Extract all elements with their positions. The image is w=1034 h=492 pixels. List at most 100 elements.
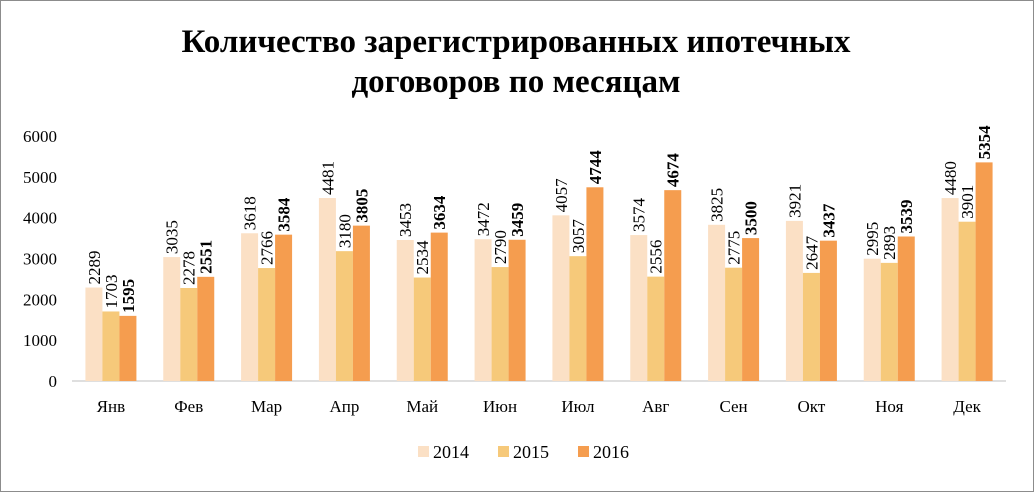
bar-2014 xyxy=(863,258,881,381)
chart-title-line-1: Количество зарегистрированных ипотечных xyxy=(181,24,851,60)
data-label-2015: 2766 xyxy=(258,231,277,265)
data-label-2016: 4744 xyxy=(586,150,605,185)
data-label-2014: 3618 xyxy=(241,196,260,230)
data-label-2014: 3453 xyxy=(396,203,415,237)
data-label-2016: 3584 xyxy=(275,197,294,232)
y-tick-label: 1000 xyxy=(23,331,57,350)
data-label-2014: 4057 xyxy=(552,178,571,213)
bar-2014 xyxy=(785,220,803,381)
y-tick-label: 6000 xyxy=(23,127,57,146)
y-tick-label: 3000 xyxy=(23,250,57,269)
legend-label-2016: 2016 xyxy=(593,442,629,462)
data-label-2014: 3921 xyxy=(785,184,804,218)
data-label-2014: 3035 xyxy=(163,220,182,254)
bar-2014 xyxy=(396,240,414,381)
bar-2016 xyxy=(742,238,760,381)
bar-2015 xyxy=(335,251,353,381)
data-label-2014: 2995 xyxy=(863,222,882,256)
data-label-2016: 2551 xyxy=(197,240,216,274)
x-category-label: Ноя xyxy=(875,397,903,416)
data-label-2016: 3634 xyxy=(430,195,449,230)
data-label-2014: 3472 xyxy=(474,202,493,236)
x-category-label: Окт xyxy=(798,397,826,416)
data-label-2015: 2893 xyxy=(880,226,899,260)
bar-2015 xyxy=(569,256,587,381)
y-tick-label: 0 xyxy=(49,372,58,391)
x-category-label: Апр xyxy=(329,397,359,416)
data-label-2014: 2289 xyxy=(85,251,104,285)
bar-2015 xyxy=(180,287,198,381)
bar-2016 xyxy=(508,239,526,381)
x-category-label: Май xyxy=(406,397,438,416)
data-label-2016: 4674 xyxy=(664,153,683,188)
data-label-2015: 2647 xyxy=(802,235,821,270)
y-tick-label: 2000 xyxy=(23,290,57,309)
data-label-2015: 1703 xyxy=(102,274,121,308)
bar-2014 xyxy=(941,198,959,381)
bar-2016 xyxy=(586,187,604,381)
bar-2014 xyxy=(241,233,259,381)
bar-2016 xyxy=(897,236,915,381)
chart-title-line-2: договоров по месяцам xyxy=(351,64,681,100)
bar-2016 xyxy=(819,240,837,381)
data-label-2016: 3500 xyxy=(742,201,761,235)
data-label-2016: 5354 xyxy=(975,125,994,159)
bar-2015 xyxy=(958,221,976,381)
data-label-2015: 3057 xyxy=(569,219,588,254)
data-label-2016: 3805 xyxy=(352,189,371,223)
data-label-2016: 3459 xyxy=(508,203,527,237)
x-category-label: Мар xyxy=(251,397,282,416)
data-label-2015: 2775 xyxy=(725,231,744,265)
y-tick-label: 4000 xyxy=(23,209,57,228)
y-tick-label: 5000 xyxy=(23,168,57,187)
legend-swatch-2015 xyxy=(498,446,509,457)
data-label-2016: 3539 xyxy=(897,199,916,233)
x-category-label: Фев xyxy=(174,397,203,416)
legend-label-2015: 2015 xyxy=(513,442,549,462)
data-label-2015: 3901 xyxy=(958,185,977,219)
data-label-2014: 4481 xyxy=(318,161,337,195)
bar-2014 xyxy=(630,235,648,381)
x-category-label: Сен xyxy=(719,397,747,416)
bar-2016 xyxy=(119,315,137,381)
x-category-label: Авг xyxy=(642,397,669,416)
data-label-2016: 3437 xyxy=(819,203,838,238)
data-label-2014: 3574 xyxy=(630,198,649,233)
bar-2014 xyxy=(708,224,726,381)
bar-2016 xyxy=(664,190,682,381)
data-label-2016: 1595 xyxy=(119,279,138,313)
bar-2014 xyxy=(163,257,181,381)
data-label-2015: 2278 xyxy=(180,251,199,285)
chart-title: Количество зарегистрированных ипотечных … xyxy=(0,22,1032,102)
bar-2015 xyxy=(725,267,743,381)
bar-2016 xyxy=(352,225,370,381)
x-category-label: Янв xyxy=(97,397,125,416)
x-category-label: Дек xyxy=(953,397,981,416)
data-label-2015: 2534 xyxy=(413,240,432,275)
data-label-2015: 2790 xyxy=(491,230,510,264)
x-category-label: Июл xyxy=(561,397,595,416)
bar-2016 xyxy=(275,234,293,381)
bar-2015 xyxy=(880,262,898,381)
bar-2015 xyxy=(413,277,431,381)
bar-2015 xyxy=(491,267,509,381)
data-label-2014: 4480 xyxy=(941,161,960,195)
data-label-2015: 3180 xyxy=(335,214,354,248)
bar-2014 xyxy=(318,198,336,381)
legend-label-2014: 2014 xyxy=(433,442,469,462)
bar-2016 xyxy=(430,232,448,381)
bar-2014 xyxy=(85,287,103,381)
bar-2016 xyxy=(197,276,215,381)
data-label-2014: 3825 xyxy=(708,188,727,222)
bar-2015 xyxy=(258,268,276,381)
bar-2014 xyxy=(552,215,570,381)
legend-swatch-2016 xyxy=(578,446,589,457)
bar-2016 xyxy=(975,162,993,381)
x-category-label: Июн xyxy=(483,397,517,416)
bar-2015 xyxy=(102,311,120,381)
bar-2014 xyxy=(474,239,492,381)
legend-swatch-2014 xyxy=(418,446,429,457)
bar-2015 xyxy=(802,272,820,381)
bar-2015 xyxy=(647,276,665,381)
